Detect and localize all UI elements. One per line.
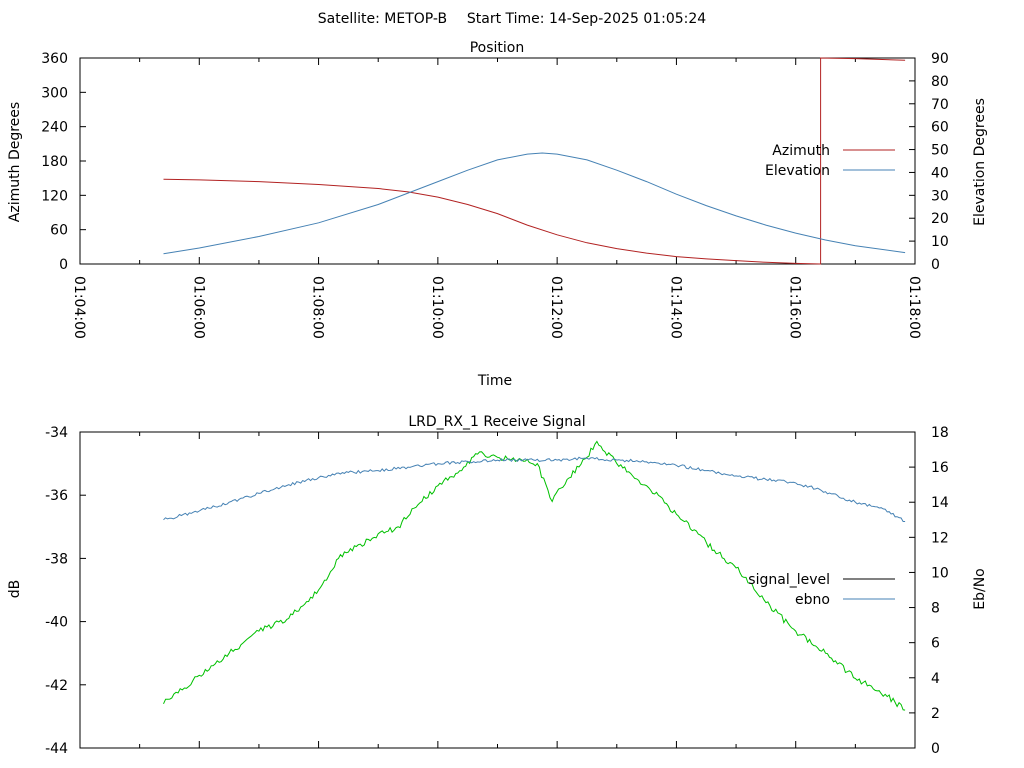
x-tick-label: 01:10:00	[429, 276, 445, 339]
y2-tick-label: 80	[931, 74, 949, 90]
legend-label: signal_level	[748, 572, 830, 588]
y2-tick-label: 0	[931, 741, 940, 757]
y2-tick-label: 2	[931, 706, 940, 722]
start-time-label: Start Time: 14-Sep-2025 01:05:24	[467, 11, 706, 27]
y2-tick-label: 10	[931, 234, 949, 250]
y2-tick-label: 30	[931, 188, 949, 204]
position-plot-frame	[79, 57, 916, 265]
y-tick-label: 360	[41, 51, 68, 67]
time-axis-label: Time	[477, 373, 512, 389]
y-tick-label: 120	[41, 188, 68, 204]
y-tick-label: 60	[50, 223, 68, 239]
y2-tick-label: 90	[931, 51, 949, 67]
elevation-axis-label: Elevation Degrees	[972, 98, 988, 226]
y2-tick-label: 60	[931, 120, 949, 136]
x-tick-label: 01:14:00	[667, 276, 683, 339]
azimuth-axis-label: Azimuth Degrees	[7, 102, 23, 222]
y2-tick-label: 4	[931, 671, 940, 687]
y-tick-label: -44	[45, 741, 68, 757]
receive-signal-chart: LRD_RX_1 Receive Signal dB Eb/No -44 -42 -…	[7, 414, 988, 757]
y-tick-label: 240	[41, 120, 68, 136]
y2-tick-label: 10	[931, 565, 949, 581]
position-chart-title: Position	[470, 40, 525, 56]
y2-tick-label: 70	[931, 97, 949, 113]
figure-header: Satellite: METOP-B Start Time: 14-Sep-202…	[318, 11, 706, 27]
y-tick-label: -34	[45, 425, 68, 441]
y2-tick-label: 6	[931, 636, 940, 652]
y-tick-label: -36	[45, 488, 68, 504]
y2-tick-label: 8	[931, 601, 940, 617]
series-line-Elevation	[163, 152, 906, 255]
y2-tick-label: 20	[931, 211, 949, 227]
y-tick-label: 180	[41, 154, 68, 170]
legend-label: Azimuth	[772, 143, 830, 159]
x-tick-label: 01:04:00	[71, 276, 87, 339]
y2-tick-label: 16	[931, 460, 949, 476]
y-tick-label: 0	[59, 257, 68, 273]
y-tick-label: -42	[45, 678, 68, 694]
receive-signal-plot-frame	[79, 431, 916, 749]
x-tick-label: 01:12:00	[548, 276, 564, 339]
y-tick-label: -40	[45, 615, 68, 631]
receive-signal-chart-title: LRD_RX_1 Receive Signal	[408, 414, 585, 430]
satellite-label: Satellite: METOP-B	[318, 11, 447, 27]
y-tick-label: -38	[45, 551, 68, 567]
x-tick-label: 01:06:00	[190, 276, 206, 339]
y2-tick-label: 40	[931, 165, 949, 181]
y2-tick-label: 18	[931, 425, 949, 441]
x-tick-label: 01:08:00	[310, 276, 326, 339]
series-line-Azimuth	[163, 57, 906, 265]
y2-tick-label: 14	[931, 495, 949, 511]
x-tick-label: 01:16:00	[787, 276, 803, 339]
ebno-axis-label: Eb/No	[972, 568, 988, 610]
series-line-ebno	[163, 456, 906, 522]
legend-label: Elevation	[765, 163, 830, 179]
y-tick-label: 300	[41, 85, 68, 101]
y2-tick-label: 12	[931, 530, 949, 546]
db-axis-label: dB	[7, 580, 23, 599]
position-chart: Position Azimuth Degrees Elevation Degre…	[7, 40, 988, 389]
y2-tick-label: 0	[931, 257, 940, 273]
x-tick-label: 01:18:00	[906, 276, 922, 339]
y2-tick-label: 50	[931, 143, 949, 159]
series-line-signal-level	[163, 440, 906, 711]
legend-label: ebno	[795, 592, 830, 608]
